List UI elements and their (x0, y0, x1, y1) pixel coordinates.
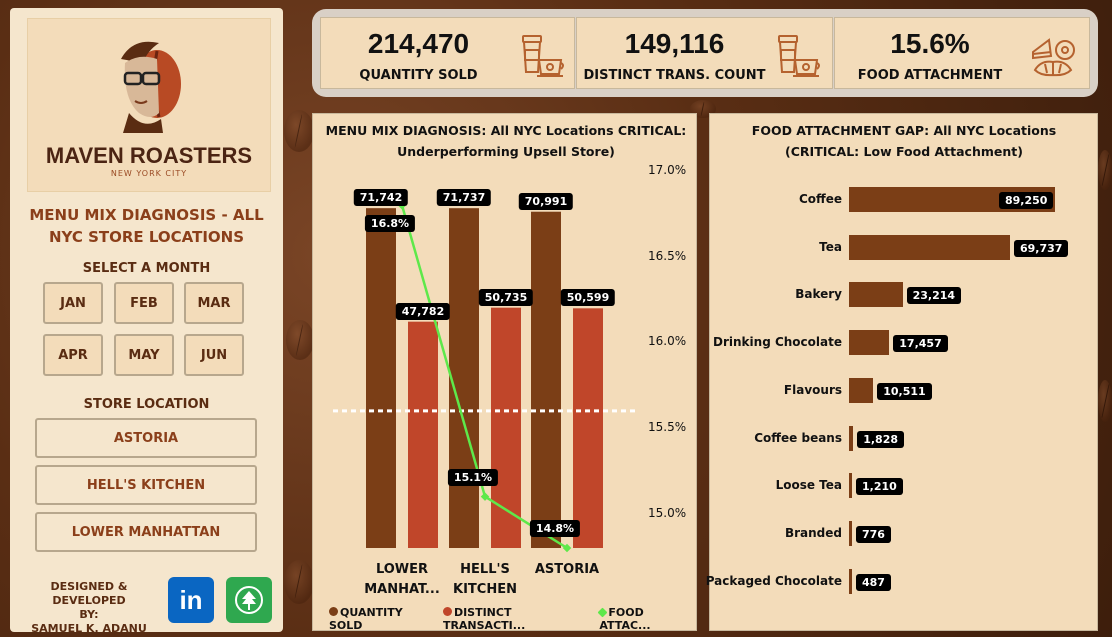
kpi-quantity-sold: 214,470 QUANTITY SOLD (320, 17, 575, 89)
month-button-feb[interactable]: FEB (114, 282, 174, 324)
food-attachment-bar[interactable] (849, 330, 890, 356)
store-button-lower-manhattan[interactable]: LOWER MANHATTAN (35, 512, 257, 552)
coffee-bean-decoration (1098, 150, 1112, 190)
food-attachment-point[interactable] (480, 492, 490, 501)
bar-quantity-sold[interactable] (449, 208, 479, 548)
food-attachment-chart-panel: FOOD ATTACHMENT GAP: All NYC Locations (… (706, 113, 1099, 632)
category-label: Coffee beans (754, 430, 842, 445)
data-label: 487 (856, 573, 891, 591)
category-label: Coffee (798, 192, 842, 206)
kpi-value: 149,116 (624, 28, 725, 59)
brand-logo: MAVEN ROASTERS NEW YORK CITY (27, 18, 271, 192)
store-button-hells-kitchen[interactable]: HELL'S KITCHEN (35, 465, 257, 505)
chart-legend: QUANTITY SOLD DISTINCT TRANSACTI... FOOD… (329, 606, 696, 632)
menu-mix-chart-panel: MENU MIX DIAGNOSIS: All NYC Locations CR… (312, 113, 697, 632)
category-label: Packaged Chocolate (705, 573, 842, 588)
coffee-cups-icon (778, 35, 820, 77)
designer-credit: DESIGNED & DEVELOPED BY: SAMUEL K. ADANU (31, 580, 147, 635)
brand-city: NEW YORK CITY (110, 169, 188, 178)
food-attachment-bar[interactable] (849, 568, 852, 594)
pastries-icon (1032, 38, 1075, 77)
category-label: Drinking Chocolate (713, 335, 842, 350)
data-label: 10,511 (877, 382, 932, 400)
data-label: 15.1% (447, 468, 499, 486)
data-label: 14.8% (529, 520, 581, 537)
food-attachment-bar[interactable] (849, 520, 852, 546)
data-label: 71,737 (436, 189, 492, 207)
kpi-label: FOOD ATTACHMENT (857, 68, 1003, 83)
kpi-food-attachment: 15.6% FOOD ATTACHMENT (834, 17, 1090, 89)
category-label: Branded (784, 525, 842, 540)
dashboard-title: MENU MIX DIAGNOSIS - ALL NYC STORE LOCAT… (29, 206, 264, 246)
month-button-apr[interactable]: APR (43, 334, 103, 376)
month-button-jun[interactable]: JUN (184, 334, 244, 376)
legend-item-food[interactable]: FOOD ATTAC... (597, 606, 651, 632)
kpi-value: 15.6% (890, 28, 970, 59)
food-attachment-bar[interactable] (849, 234, 1010, 260)
kpi-distinct-transactions: 149,116 DISTINCT TRANS. COUNT (576, 17, 833, 89)
linkedin-icon[interactable]: in (168, 577, 214, 623)
bar-quantity-sold[interactable] (531, 211, 561, 548)
coffee-bean-decoration (1098, 380, 1112, 422)
data-label: 70,991 (518, 192, 574, 210)
coffee-bean-decoration (284, 560, 314, 604)
data-label: 776 (856, 525, 891, 543)
x-axis-label: ASTORIA (534, 562, 600, 577)
menu-mix-chart (333, 201, 635, 553)
category-label: Flavours (783, 382, 842, 397)
month-button-may[interactable]: MAY (114, 334, 174, 376)
bar-quantity-sold[interactable] (366, 208, 396, 548)
data-label: 47,782 (395, 302, 451, 320)
coffee-cups-icon (522, 35, 564, 77)
x-axis-label: HELL'S KITCHEN (453, 562, 517, 597)
data-label: 50,599 (560, 289, 616, 307)
y-axis-tick: 16.0% (648, 334, 687, 349)
data-label: 17,457 (893, 335, 948, 353)
kpi-label: QUANTITY SOLD (359, 68, 478, 83)
linktree-icon[interactable] (226, 577, 272, 623)
store-label: STORE LOCATION (83, 397, 210, 412)
data-label: 1,210 (856, 478, 903, 496)
category-label: Bakery (795, 287, 842, 302)
store-button-astoria[interactable]: ASTORIA (35, 418, 257, 458)
data-label: 16.8% (364, 215, 416, 233)
brand-name: MAVEN ROASTERS (45, 143, 253, 168)
data-label: 23,214 (906, 287, 962, 305)
food-attachment-bar[interactable] (849, 425, 854, 451)
coffee-bean-decoration (286, 320, 314, 360)
x-axis-label: LOWER MANHAT... (364, 562, 440, 597)
coffee-bean-decoration (284, 110, 314, 152)
roaster-portrait-icon (121, 41, 181, 133)
y-axis-tick: 16.5% (648, 248, 687, 263)
legend-item-transactions[interactable]: DISTINCT TRANSACTI... (442, 606, 526, 632)
data-label: 50,735 (478, 288, 534, 306)
bar-distinct-transactions[interactable] (491, 307, 521, 548)
chart-title: FOOD ATTACHMENT GAP: All NYC Locations (… (751, 123, 1057, 159)
food-attachment-bar[interactable] (849, 282, 903, 308)
data-label: 1,828 (857, 430, 905, 448)
kpi-bar: 214,470 QUANTITY SOLD 149,116 DISTINCT T… (312, 9, 1098, 97)
category-label: Tea (819, 239, 842, 254)
month-button-jan[interactable]: JAN (43, 282, 103, 324)
category-label: Loose Tea (775, 478, 842, 493)
kpi-value: 214,470 (367, 28, 470, 59)
data-label: 89,250 (999, 192, 1054, 209)
food-attachment-bar[interactable] (849, 473, 852, 499)
month-label: SELECT A MONTH (82, 261, 211, 276)
food-attachment-chart: Coffee 89,250 Tea 69,737 Bakery 23,214 Drinkin… (706, 114, 1099, 632)
kpi-label: DISTINCT TRANS. COUNT (583, 68, 766, 83)
y-axis-tick: 15.0% (648, 505, 687, 520)
bar-distinct-transactions[interactable] (408, 321, 438, 548)
month-button-mar[interactable]: MAR (184, 282, 244, 324)
legend-item-quantity[interactable]: QUANTITY SOLD (329, 606, 403, 632)
data-label: 69,737 (1013, 239, 1069, 257)
y-axis-tick: 17.0% (648, 163, 687, 177)
bar-distinct-transactions[interactable] (573, 308, 603, 548)
sidebar: MAVEN ROASTERS NEW YORK CITY MENU MIX DI… (10, 8, 283, 635)
food-attachment-bar[interactable] (849, 377, 874, 403)
data-label: 71,742 (353, 189, 409, 207)
chart-title: MENU MIX DIAGNOSIS: All NYC Locations CR… (325, 123, 687, 159)
y-axis-tick: 15.5% (648, 420, 687, 435)
